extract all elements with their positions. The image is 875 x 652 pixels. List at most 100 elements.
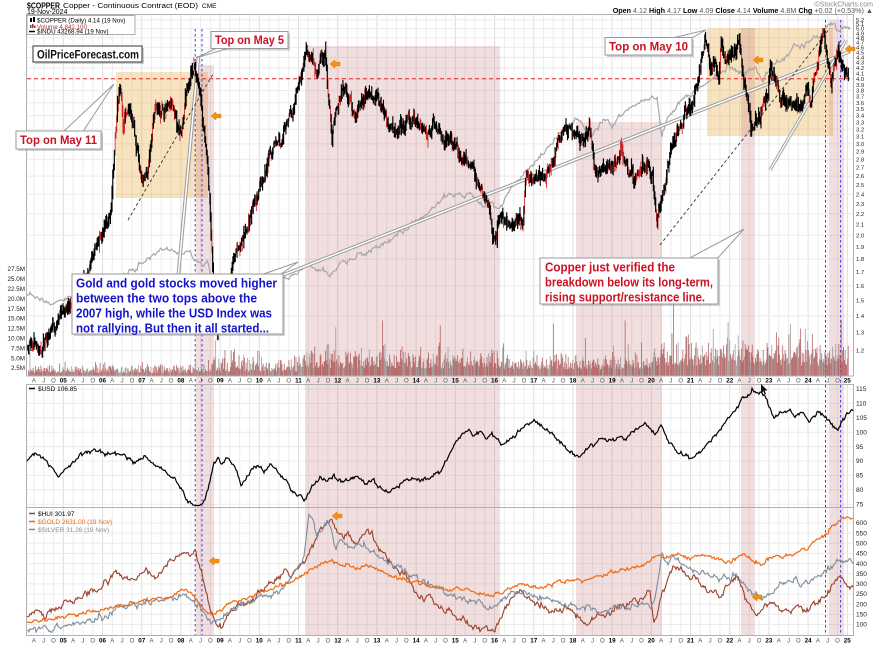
svg-text:3.3: 3.3 bbox=[856, 121, 865, 127]
svg-text:A: A bbox=[463, 379, 467, 385]
svg-text:08: 08 bbox=[177, 378, 185, 385]
svg-text:A: A bbox=[737, 379, 741, 385]
svg-text:A: A bbox=[777, 639, 781, 645]
svg-text:22: 22 bbox=[726, 378, 734, 385]
svg-text:J: J bbox=[748, 379, 751, 385]
svg-text:A: A bbox=[463, 639, 467, 645]
svg-text:25: 25 bbox=[844, 638, 852, 645]
svg-text:05: 05 bbox=[60, 378, 68, 385]
svg-text:J: J bbox=[552, 639, 555, 645]
svg-text:5.1: 5.1 bbox=[856, 22, 864, 28]
svg-text:O: O bbox=[757, 639, 762, 645]
svg-text:25: 25 bbox=[844, 378, 852, 385]
svg-text:4.0: 4.0 bbox=[856, 77, 865, 83]
svg-text:$COPPER (Daily) 4.14 (19 Nov): $COPPER (Daily) 4.14 (19 Nov) bbox=[37, 18, 125, 25]
svg-text:07: 07 bbox=[138, 638, 146, 645]
svg-text:J: J bbox=[669, 379, 672, 385]
svg-text:18: 18 bbox=[569, 638, 577, 645]
svg-text:O: O bbox=[639, 639, 644, 645]
svg-text:Copper just verified the: Copper just verified the bbox=[545, 261, 675, 275]
svg-text:250: 250 bbox=[856, 591, 867, 598]
svg-text:J: J bbox=[317, 379, 320, 385]
svg-text:80: 80 bbox=[856, 487, 864, 494]
svg-text:21: 21 bbox=[687, 638, 695, 645]
svg-text:O: O bbox=[678, 379, 683, 385]
svg-text:A: A bbox=[385, 379, 389, 385]
svg-text:500: 500 bbox=[856, 541, 867, 548]
svg-text:J: J bbox=[395, 639, 398, 645]
svg-text:J: J bbox=[121, 639, 124, 645]
svg-text:O: O bbox=[365, 379, 370, 385]
svg-text:4.5: 4.5 bbox=[856, 51, 865, 57]
svg-text:3.1: 3.1 bbox=[856, 135, 864, 141]
svg-text:12.5M: 12.5M bbox=[7, 326, 25, 333]
svg-text:O: O bbox=[286, 639, 291, 645]
svg-text:4.9: 4.9 bbox=[856, 31, 864, 37]
svg-text:O: O bbox=[365, 639, 370, 645]
svg-text:25.0M: 25.0M bbox=[7, 276, 25, 283]
svg-text:between the two tops above the: between the two tops above the bbox=[76, 292, 257, 306]
svg-text:A: A bbox=[345, 379, 349, 385]
svg-text:$HUI 301.97: $HUI 301.97 bbox=[38, 511, 75, 518]
svg-text:3.8: 3.8 bbox=[856, 89, 865, 95]
svg-text:23: 23 bbox=[765, 378, 773, 385]
svg-text:J: J bbox=[42, 639, 45, 645]
svg-text:J: J bbox=[434, 379, 437, 385]
svg-text:J: J bbox=[748, 639, 751, 645]
svg-text:17: 17 bbox=[530, 638, 538, 645]
svg-text:2.6: 2.6 bbox=[856, 174, 865, 180]
svg-text:1.9: 1.9 bbox=[856, 245, 864, 251]
svg-text:2.3: 2.3 bbox=[856, 202, 865, 208]
svg-text:A: A bbox=[698, 379, 702, 385]
svg-text:75: 75 bbox=[856, 501, 864, 508]
svg-text:550: 550 bbox=[856, 530, 867, 537]
svg-text:19: 19 bbox=[609, 638, 617, 645]
svg-text:J: J bbox=[277, 379, 280, 385]
svg-text:J: J bbox=[473, 379, 476, 385]
svg-text:A: A bbox=[659, 379, 663, 385]
svg-text:O: O bbox=[522, 639, 527, 645]
svg-text:4.4: 4.4 bbox=[856, 56, 865, 62]
svg-text:O: O bbox=[208, 639, 213, 645]
svg-text:J: J bbox=[356, 379, 359, 385]
svg-text:23: 23 bbox=[765, 638, 773, 645]
svg-text:A: A bbox=[737, 639, 741, 645]
svg-text:J: J bbox=[591, 639, 594, 645]
svg-text:J: J bbox=[709, 639, 712, 645]
svg-text:24: 24 bbox=[805, 378, 813, 385]
svg-text:O: O bbox=[247, 379, 252, 385]
svg-text:J: J bbox=[513, 639, 516, 645]
svg-text:O: O bbox=[51, 379, 56, 385]
svg-text:08: 08 bbox=[177, 638, 185, 645]
svg-text:4.7: 4.7 bbox=[856, 41, 864, 47]
svg-text:2.1: 2.1 bbox=[856, 222, 864, 228]
svg-text:A: A bbox=[698, 639, 702, 645]
svg-text:A: A bbox=[267, 639, 271, 645]
svg-text:16: 16 bbox=[491, 638, 499, 645]
svg-text:17: 17 bbox=[530, 378, 538, 385]
svg-text:J: J bbox=[199, 379, 202, 385]
svg-text:17.5M: 17.5M bbox=[7, 306, 25, 313]
svg-text:J: J bbox=[787, 639, 790, 645]
svg-text:A: A bbox=[659, 639, 663, 645]
svg-text:J: J bbox=[238, 639, 241, 645]
svg-text:O: O bbox=[169, 639, 174, 645]
svg-text:3.5: 3.5 bbox=[856, 107, 865, 113]
svg-text:OilPriceForecast.com: OilPriceForecast.com bbox=[37, 50, 139, 62]
svg-text:J: J bbox=[81, 639, 84, 645]
svg-text:200: 200 bbox=[856, 601, 867, 608]
svg-text:J: J bbox=[826, 639, 829, 645]
svg-text:O: O bbox=[90, 639, 95, 645]
svg-text:A: A bbox=[189, 639, 193, 645]
svg-text:A: A bbox=[110, 639, 114, 645]
svg-text:2.7: 2.7 bbox=[856, 166, 864, 172]
svg-text:J: J bbox=[787, 379, 790, 385]
svg-text:15: 15 bbox=[452, 638, 460, 645]
svg-text:A: A bbox=[110, 379, 114, 385]
svg-text:1.5: 1.5 bbox=[856, 298, 865, 304]
svg-text:J: J bbox=[709, 379, 712, 385]
svg-text:A: A bbox=[228, 379, 232, 385]
svg-text:12: 12 bbox=[334, 378, 342, 385]
svg-text:2.0: 2.0 bbox=[856, 233, 865, 239]
svg-text:1.2: 1.2 bbox=[856, 349, 864, 355]
